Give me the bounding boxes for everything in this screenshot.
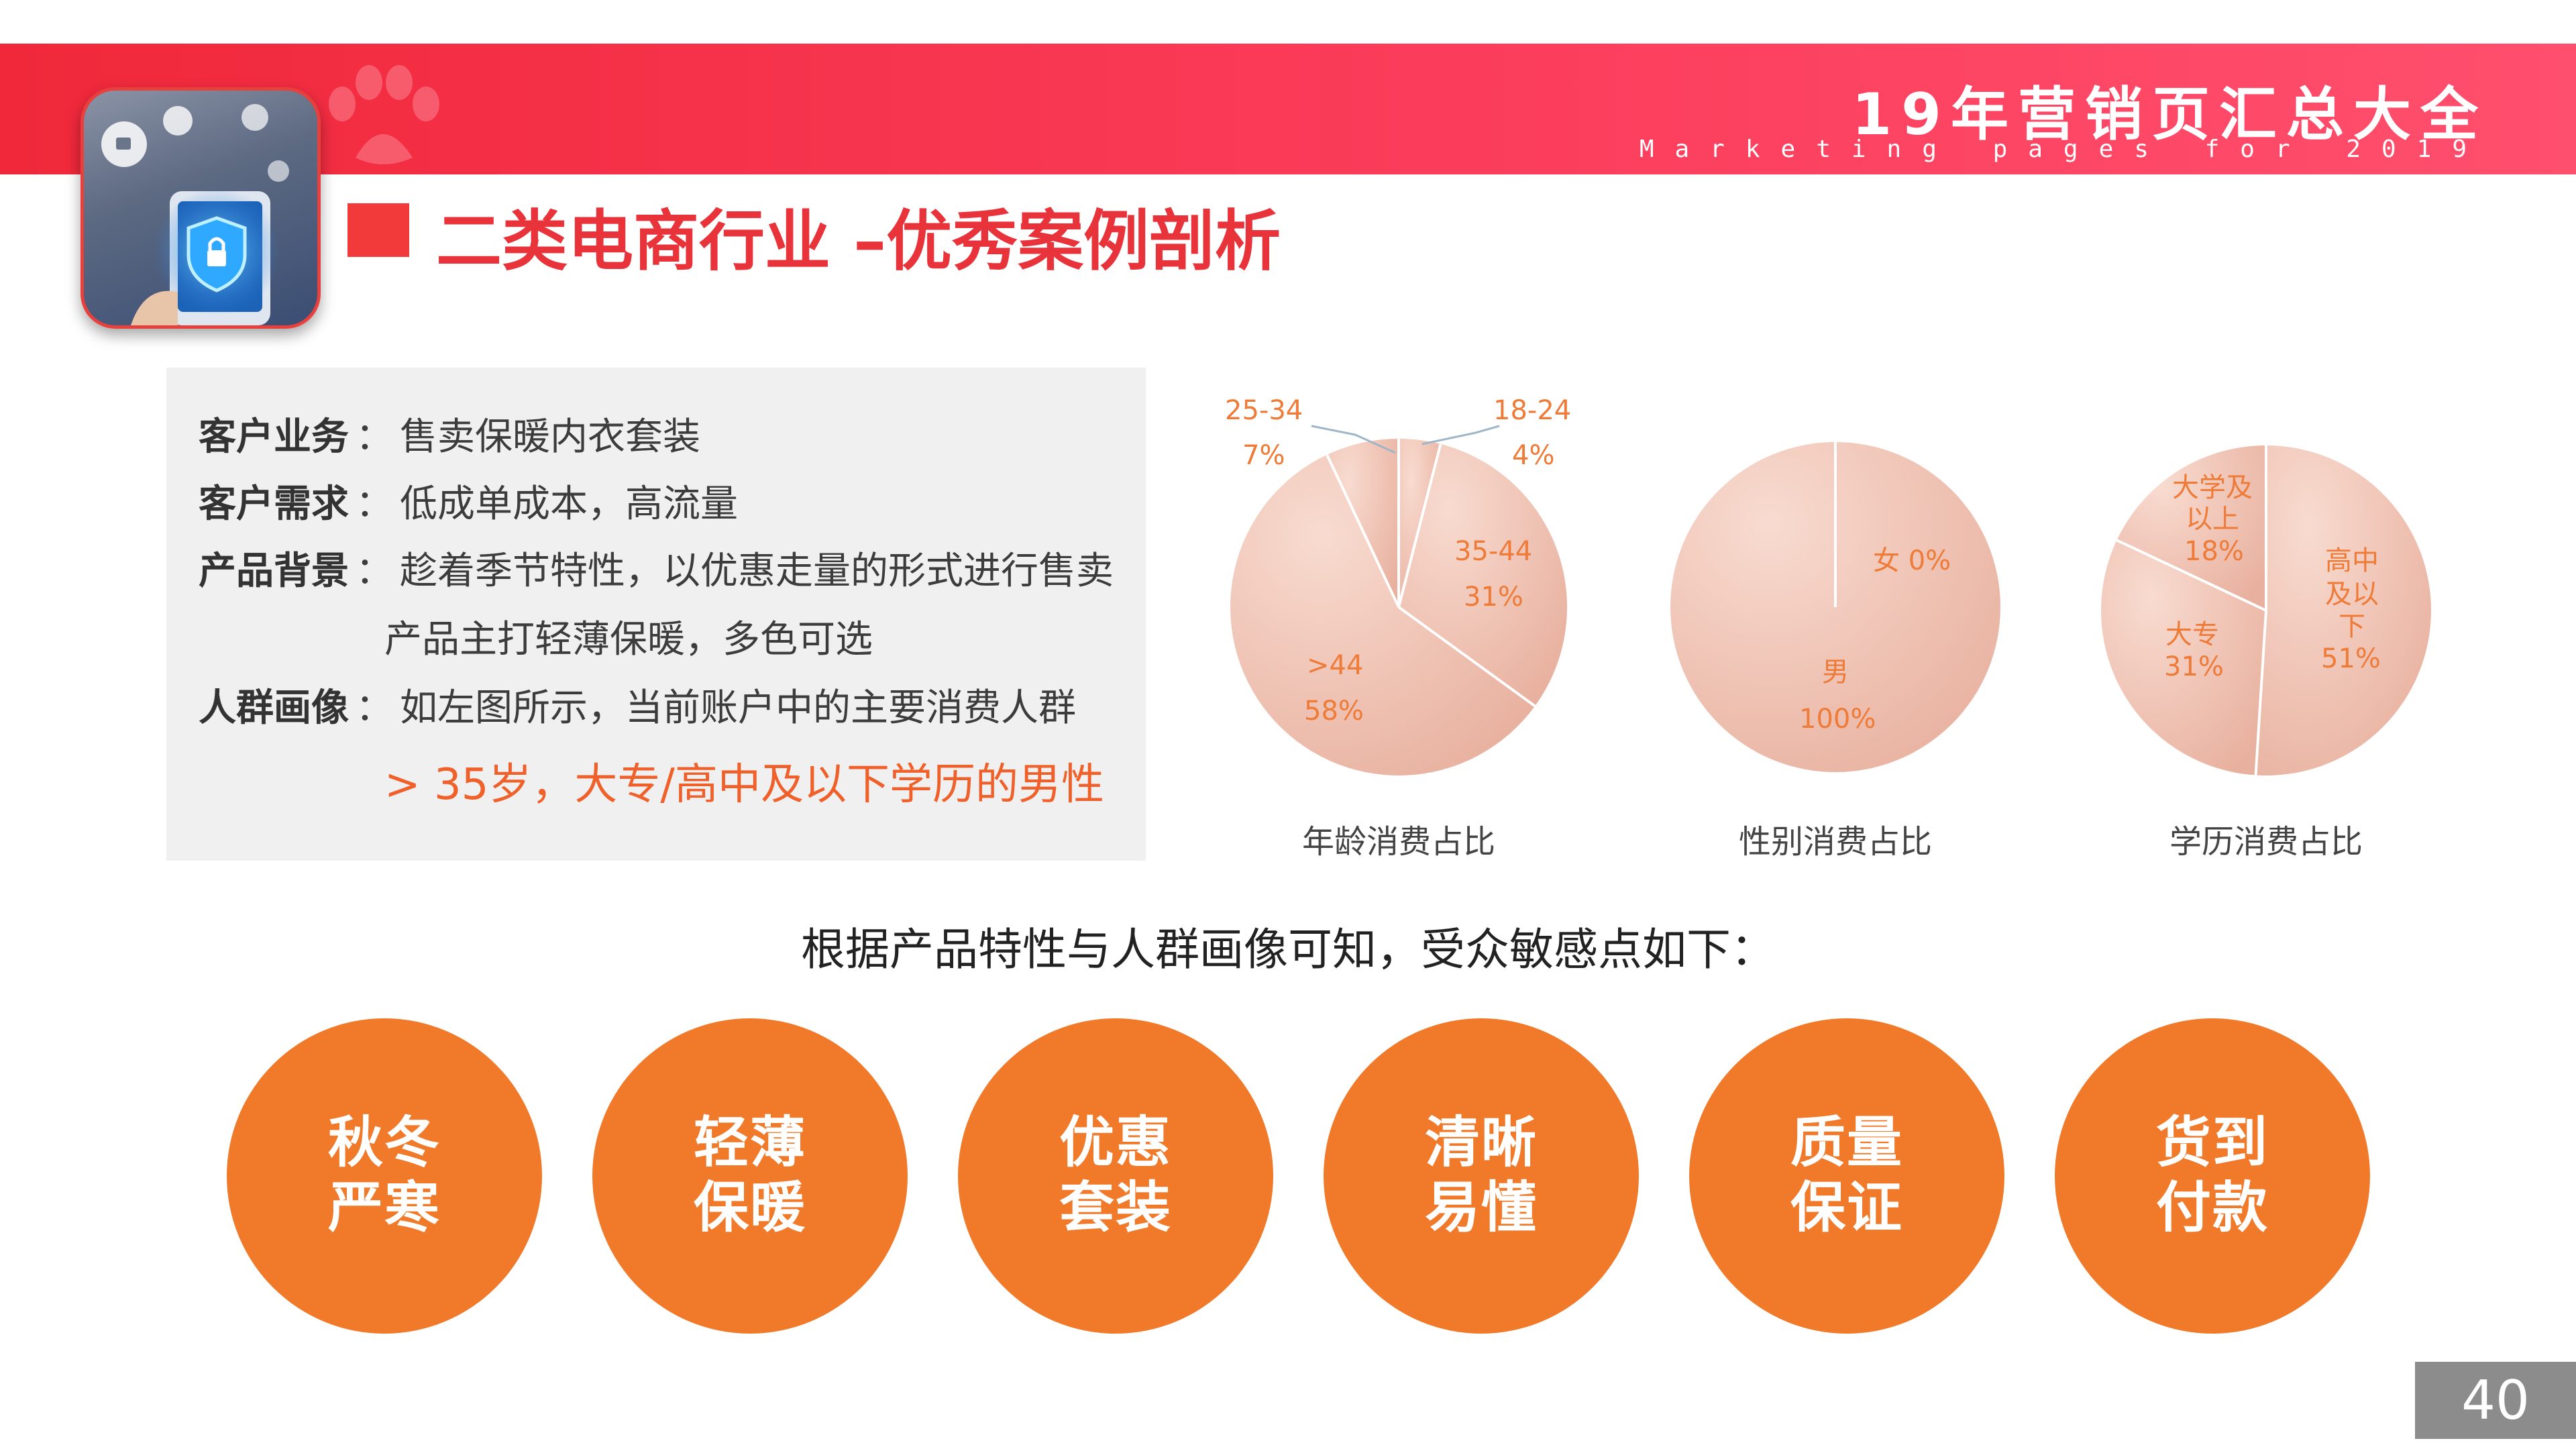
feature-line-1: 清晰 [1424,1111,1538,1175]
feature-line-2: 易懂 [1424,1176,1538,1240]
pie-label-university-1: 大学及 [2172,472,2253,503]
page-title: 二类电商行业 –优秀案例剖析 [436,203,1281,280]
info-row-background: 产品背景：趁着季节特性，以优惠走量的形式进行售卖 [199,541,1114,595]
age-pie-svg [1230,439,1567,775]
pie-slice-3544-0-1 [1399,443,1567,706]
info-separator: ： [356,482,393,526]
paw-logo-icon [329,65,439,164]
feature-line-2: 保暖 [693,1176,806,1240]
security-shield-phone-icon [80,87,321,329]
info-continuation: 产品主打轻薄保暖，多色可选 [384,618,873,661]
pie-slice-divider [2254,610,2267,775]
feature-line-1: 秋冬 [327,1111,441,1175]
pie-label-high-school-3: 下 [2339,611,2365,642]
pie-slice-divider [2116,539,2267,612]
pie-label-high-school-2: 及以 [2325,579,2379,610]
pie-slice--2-1 [2101,540,2266,775]
education-pie-svg [2101,445,2432,775]
pie-label-35-44: 35-44 [1454,536,1533,567]
case-info-box: 客户业务：售卖保暖内衣套装 客户需求：低成单成本，高流量 产品背景：趁着季节特性… [166,368,1146,861]
feature-line-2: 保证 [1790,1176,1903,1240]
feature-circle: 货到 付款 [2055,1018,2370,1334]
pie-slice--2-0 [2255,445,2432,775]
feature-line-2: 严寒 [327,1176,441,1240]
pie-label-female: 女 0% [1873,545,1951,576]
pie-slice-divider [1397,606,1536,708]
age-pie-chart [1228,436,1570,778]
info-row-business: 客户业务：售卖保暖内衣套装 [199,407,700,461]
info-separator: ： [356,415,393,459]
info-value: 趁着季节特性，以优惠走量的形式进行售卖 [400,549,1114,593]
pie-pct-male: 100% [1799,704,1876,735]
page-number: 40 [2415,1362,2576,1439]
pie-pct-junior-college: 31% [2164,651,2224,682]
education-pie-caption: 学历消费占比 [2169,823,2363,861]
feature-circle: 清晰 易懂 [1324,1018,1639,1334]
pie-label-over-44: >44 [1307,650,1364,681]
feature-circle: 优惠 套装 [958,1018,1273,1334]
education-pie-chart [2098,443,2434,778]
pie-label-25-34: 25-34 [1225,395,1303,426]
feature-line-1: 轻薄 [693,1111,806,1175]
info-label: 产品背景 [199,549,349,593]
feature-line-1: 优惠 [1059,1111,1172,1175]
pie-slice-divider [1326,454,1400,608]
pie-label-university-2: 以上 [2186,504,2239,535]
pie-label-male: 男 [1822,657,1849,688]
pie-label-high-school-1: 高中 [2325,545,2379,576]
pie-pct-18-24: 4% [1512,440,1555,471]
pie-pct-35-44: 31% [1464,582,1523,612]
pie-pct-over-44: 58% [1304,696,1364,727]
pie-pct-25-34: 7% [1242,440,1285,471]
age-leader-lines [1311,425,1500,454]
info-value: 售卖保暖内衣套装 [400,415,700,459]
info-separator: ： [356,686,393,730]
info-label: 客户业务 [199,415,349,459]
pie-label-junior-college: 大专 [2165,619,2219,650]
feature-line-2: 付款 [2155,1176,2269,1240]
age-pie-caption: 年龄消费占比 [1301,823,1495,861]
summary-text: 根据产品特性与人群画像可知，受众敏感点如下： [801,924,1775,975]
gender-pie-svg [1670,442,2000,772]
info-value: 如左图所示，当前账户中的主要消费人群 [400,686,1076,730]
info-separator: ： [356,549,393,593]
feature-line-1: 质量 [1790,1111,1903,1175]
feature-line-1: 货到 [2155,1111,2269,1175]
pie-pct-university: 18% [2184,536,2244,567]
gender-pie-caption: 性别消费占比 [1738,823,1932,861]
info-row-demand: 客户需求：低成单成本，高流量 [199,474,738,528]
feature-circle: 秋冬 严寒 [227,1018,542,1334]
feature-circle: 轻薄 保暖 [592,1018,908,1334]
pie-slice-divider [1397,443,1442,608]
info-label: 人群画像 [199,686,349,730]
gender-pie-chart [1668,439,2003,775]
pie-slice-2534-0-3 [1327,439,1399,607]
info-value: 低成单成本，高流量 [400,482,738,526]
info-label: 客户需求 [199,482,349,526]
persona-highlight: > 35岁，大专/高中及以下学历的男性 [384,760,1104,810]
brand-subtitle: Marketing pages for 2019 [1639,136,2487,163]
pie-slice--2-2 [2116,445,2266,610]
feature-line-2: 套装 [1059,1176,1172,1240]
header-banner [0,44,2576,174]
pie-label-18-24: 18-24 [1493,395,1572,426]
title-marker [347,203,409,257]
info-row-persona: 人群画像：如左图所示，当前账户中的主要消费人群 [199,678,1076,732]
feature-circle: 质量 保证 [1689,1018,2004,1334]
pie-pct-high-school: 51% [2321,643,2381,674]
pie-slice-44-0-2 [1230,454,1536,775]
brand-title: 19年营销页汇总大全 [1851,81,2487,148]
